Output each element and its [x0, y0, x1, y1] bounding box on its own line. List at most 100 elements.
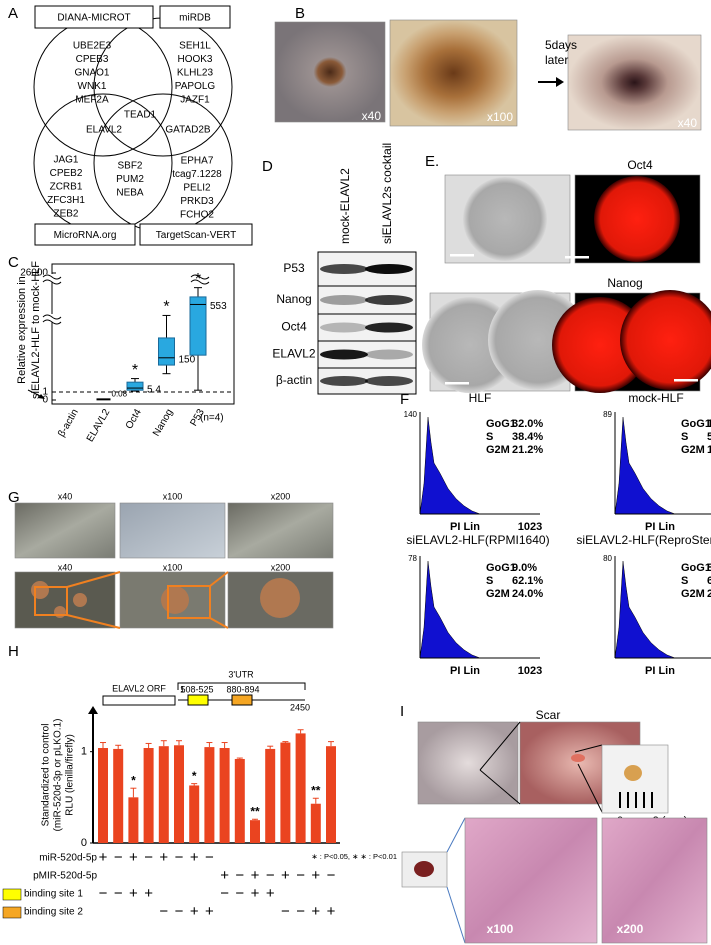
sign: + [281, 867, 290, 884]
gene-name: tcag7.1228 [172, 169, 222, 180]
panel-label: F [400, 391, 409, 408]
magnification: x200 [617, 922, 644, 936]
gene-name: JAG1 [53, 155, 78, 166]
magnification: x40 [58, 562, 73, 572]
y-tick-label: 1 [81, 746, 87, 758]
histogram [614, 417, 676, 515]
histogram-title: HLF [469, 391, 492, 405]
y-axis-label: RLU (lenilla/firefly) [65, 734, 76, 816]
sphere [594, 176, 680, 262]
bar [158, 746, 169, 843]
band [320, 322, 368, 333]
spheroid [31, 581, 49, 599]
pointer-head [38, 394, 45, 399]
axis-break [190, 274, 210, 285]
gene-name: MEF2A [75, 95, 109, 106]
construct-label: 508-525 [180, 684, 213, 694]
zoom-line [66, 571, 121, 588]
bar [174, 745, 184, 843]
significance: * [132, 362, 138, 379]
sign: − [327, 867, 336, 884]
x-axis-label: PI Lin [450, 665, 480, 677]
note: 5days [545, 38, 577, 52]
gene-name: CPEB3 [76, 54, 109, 65]
scale-bar [674, 379, 698, 382]
y-max-label: 140 [404, 410, 418, 419]
legend-swatch [2, 888, 22, 901]
value-label: 0.08 [112, 389, 128, 398]
scar-label: Scar [536, 708, 561, 722]
n-label: (n=4) [200, 413, 224, 424]
histogram [614, 561, 676, 659]
gene-name: EPHA7 [181, 156, 214, 167]
zoom-line [446, 886, 466, 944]
gene-name: PAPOLG [175, 81, 216, 92]
database-name: TargetScan-VERT [156, 230, 236, 241]
zoom-line [479, 769, 521, 805]
row-label: miR-520d-5p [39, 853, 97, 864]
y-axis-label: siELAVL2-HLF to mock-HLF [30, 261, 42, 399]
sign: − [99, 885, 108, 902]
photo [274, 21, 386, 123]
sign: − [235, 885, 244, 902]
magnification: x200 [271, 562, 291, 572]
axis-break [42, 314, 62, 325]
sign: + [205, 903, 214, 920]
database-box [34, 5, 154, 29]
construct-label: 3'UTR [228, 669, 254, 679]
gene-name: FCHO2 [180, 210, 214, 221]
axis-break-gap [44, 314, 60, 322]
band [320, 264, 368, 274]
protein-label: β-actin [276, 373, 312, 387]
footnote: ∗ : P<0.05, ∗ ∗ : P<0.01 [311, 852, 397, 861]
tumor [414, 861, 434, 877]
box [189, 296, 207, 356]
gene-name: PELI2 [183, 183, 211, 194]
gene-name: KLHL23 [177, 68, 214, 79]
phase-name: GoG1 [681, 562, 711, 574]
box [126, 381, 144, 391]
site-box [187, 694, 209, 706]
phase-value: 57.3% [707, 431, 711, 443]
x-axis-label: PI Lin [645, 665, 675, 677]
x-max-label: 1023 [518, 665, 542, 677]
row-label: binding site 2 [24, 907, 83, 918]
bar [310, 803, 321, 843]
phase-value: 66.5% [707, 575, 711, 587]
sign: + [129, 885, 138, 902]
axis-break-gap [192, 274, 208, 282]
y-tick-label: 0 [81, 837, 87, 849]
sign: − [281, 903, 290, 920]
sign: − [235, 867, 244, 884]
zoom-line [577, 763, 603, 813]
phase-value: 38.4% [512, 431, 543, 443]
bar [234, 758, 245, 843]
magnification: x40 [362, 109, 382, 123]
phase-name: G2M [486, 444, 510, 456]
protein-label: Nanog [276, 292, 311, 306]
stain-label: Oct4 [627, 158, 653, 172]
sphere [620, 290, 711, 390]
band [365, 322, 413, 333]
photo [601, 817, 708, 944]
zoom-box [34, 586, 68, 616]
database-box [34, 223, 136, 246]
bar [265, 748, 276, 843]
panel-label: I [400, 703, 404, 720]
magnification: x40 [678, 116, 698, 130]
phase-name: S [681, 575, 688, 587]
scale-bar [565, 256, 589, 259]
histogram-title: siELAVL2-HLF(RPMI1640) [406, 533, 549, 547]
legend-swatch [2, 906, 22, 919]
phase-value: 9.0% [512, 562, 537, 574]
value-label: 553 [210, 301, 227, 312]
y-tick-label: 0 [42, 395, 48, 406]
scar [571, 754, 585, 762]
y-axis-label: Relative expression in [16, 276, 28, 384]
gene-name: PUM2 [116, 174, 144, 185]
zoom-line [479, 721, 521, 771]
sign: − [144, 849, 153, 866]
panel-label: B [295, 5, 305, 22]
magnification: x200 [271, 491, 291, 501]
magnification: x100 [163, 491, 183, 501]
